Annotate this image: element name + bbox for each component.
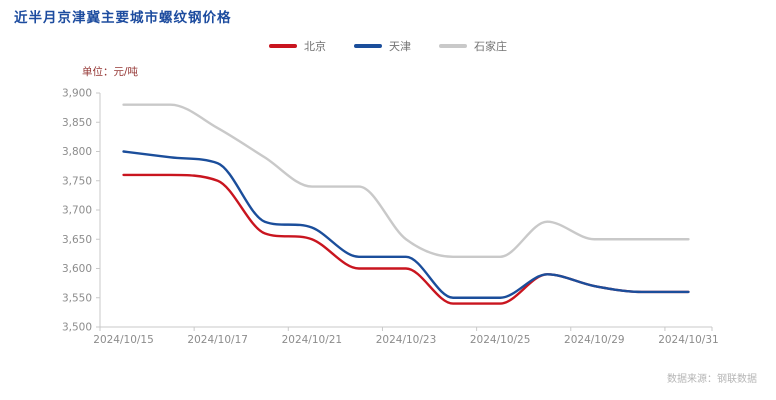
- legend-line-swatch-beijing: [269, 44, 297, 48]
- data-source-label: 数据来源：钢联数据: [667, 374, 757, 385]
- legend-label-shijiazhuang: 石家庄: [474, 40, 507, 53]
- x-axis-tick-label: 2024/10/31: [658, 334, 719, 346]
- y-axis-tick-label: 3,850: [62, 117, 92, 129]
- x-axis-tick-label: 2024/10/15: [93, 334, 154, 346]
- legend-line-swatch-shijiazhuang: [439, 44, 467, 48]
- x-axis-tick-label: 2024/10/25: [470, 334, 531, 346]
- legend-item-beijing[interactable]: 北京: [269, 38, 326, 54]
- legend-label-beijing: 北京: [304, 40, 326, 53]
- legend-item-tianjin[interactable]: 天津: [354, 38, 411, 54]
- series-line-shijiazhuang: [122, 103, 690, 258]
- y-axis-tick-label: 3,600: [62, 263, 92, 275]
- y-axis-tick-label: 3,650: [62, 234, 92, 246]
- y-axis-tick-label: 3,700: [62, 205, 92, 217]
- chart-title: 近半月京津冀主要城市螺纹钢价格: [14, 10, 232, 26]
- x-axis-tick-label: 2024/10/17: [187, 334, 248, 346]
- legend-line-swatch-tianjin: [354, 44, 382, 48]
- y-axis-tick-label: 3,800: [62, 146, 92, 158]
- y-axis-tick-label: 3,500: [62, 322, 92, 334]
- legend-item-shijiazhuang[interactable]: 石家庄: [439, 38, 507, 54]
- series-line-tianjin: [122, 150, 690, 299]
- x-axis-tick-label: 2024/10/23: [376, 334, 437, 346]
- x-axis-tick-label: 2024/10/21: [282, 334, 343, 346]
- y-axis-tick-label: 3,900: [62, 88, 92, 100]
- legend: 北京 天津 石家庄: [0, 38, 776, 54]
- y-axis-tick-label: 3,550: [62, 292, 92, 304]
- unit-label: 单位：元/吨: [82, 66, 139, 78]
- x-axis-tick-label: 2024/10/29: [564, 334, 625, 346]
- legend-label-tianjin: 天津: [389, 40, 411, 53]
- y-axis-tick-label: 3,750: [62, 175, 92, 187]
